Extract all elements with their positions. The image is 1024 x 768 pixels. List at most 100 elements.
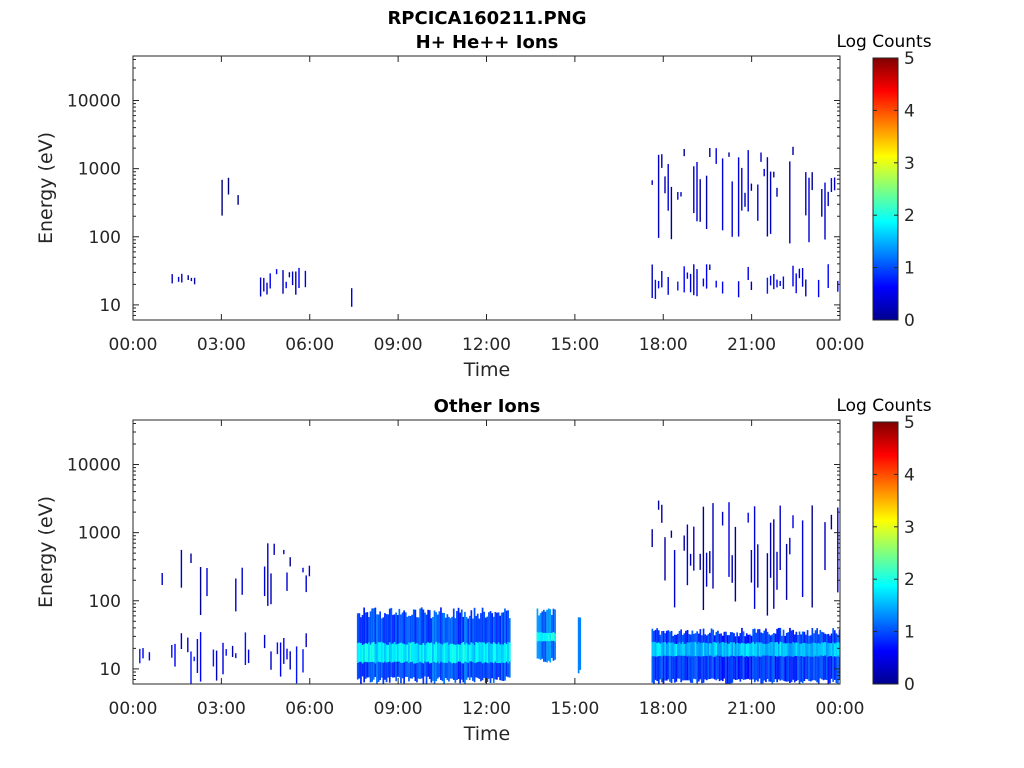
spectrogram-streak [483, 642, 485, 663]
spectrogram-streak [289, 651, 291, 670]
spectrogram-streak [697, 641, 700, 657]
spectrogram-streak [686, 524, 689, 586]
spectrogram-streak [295, 271, 297, 295]
spectrogram-streak [388, 642, 391, 662]
spectrogram-streak [259, 277, 262, 297]
spectrogram-streak [368, 642, 370, 663]
spectrogram-streak [680, 643, 682, 656]
spectrogram-streak [467, 644, 469, 663]
spectrogram-streak [726, 643, 729, 657]
spectrogram-streak [787, 632, 790, 682]
x-tick-label: 00:00 [109, 699, 158, 719]
spectrogram-streak [792, 146, 794, 155]
spectrogram-streak [295, 646, 298, 684]
spectrogram-streak [790, 643, 793, 657]
spectrogram-streak [713, 642, 716, 657]
spectrogram-streak [689, 642, 692, 657]
spectrogram-streak [725, 631, 727, 684]
spectrogram-streak [659, 634, 662, 680]
spectrogram-streak [377, 642, 380, 662]
spectrogram-streak [473, 645, 476, 664]
spectrogram-streak [491, 643, 493, 663]
spectrogram-streak [795, 631, 798, 681]
spectrogram-streak [263, 634, 266, 649]
spectrogram-streak [805, 634, 807, 679]
spectrogram-streak [657, 280, 660, 289]
spectrogram-streak [673, 550, 676, 608]
spectrogram-streak [829, 635, 831, 684]
spectrogram-streak [374, 607, 377, 677]
spectrogram-streak [776, 279, 778, 288]
spectrogram-streak [773, 171, 775, 178]
spectrogram-streak [657, 630, 660, 684]
spectrogram-streak [422, 642, 425, 664]
spectrogram-streak [755, 642, 758, 657]
spectrogram-streak [683, 633, 686, 681]
spectrogram-streak [464, 644, 466, 662]
spectrogram-streak [544, 632, 547, 642]
spectrogram-streak [830, 633, 833, 679]
spectrogram-streak [667, 642, 670, 656]
spectrogram-streak [417, 644, 420, 663]
spectrogram-streak [409, 642, 412, 662]
spectrogram-streak [552, 632, 555, 641]
spectrogram-streak [741, 167, 743, 211]
x-tick-label: 03:00 [197, 699, 246, 719]
spectrogram-streak [283, 638, 285, 664]
colorbar-tick-label: 0 [904, 311, 915, 331]
spectrogram-streak [235, 578, 237, 612]
spectrogram-streak [801, 268, 804, 287]
spectrogram-streak [411, 641, 413, 662]
spectrogram-streak [456, 644, 458, 663]
spectrogram-streak [180, 549, 183, 588]
spectrogram-streak [693, 264, 695, 296]
y-tick-label: 1000 [78, 524, 121, 544]
spectrogram-streak [837, 642, 839, 656]
spectrogram-streak [227, 177, 230, 195]
spectrogram-streak [302, 649, 304, 673]
spectrogram-streak [547, 632, 550, 642]
panel2-ticks: 00:00 03:00 06:00 09:00 12:00 15:00 18:00 21:00… [67, 420, 865, 719]
colorbar1-label: Log Counts [836, 32, 931, 52]
spectrogram-streak [390, 644, 393, 663]
spectrogram-streak [286, 648, 288, 660]
spectrogram-streak [750, 635, 753, 680]
spectrogram-streak [774, 633, 777, 680]
spectrogram-streak [507, 641, 509, 664]
colorbar-tick-label: 5 [904, 413, 915, 433]
spectrogram-streak [500, 644, 503, 663]
spectrogram-streak [403, 643, 405, 663]
spectrogram-streak [699, 642, 702, 657]
spectrogram-streak [689, 634, 692, 683]
spectrogram-streak [693, 526, 695, 571]
spectrogram-streak [363, 643, 365, 663]
spectrogram-streak [736, 642, 738, 656]
spectrogram-streak [360, 643, 362, 662]
panel1-ticks: 00:00 03:00 06:00 09:00 12:00 15:00 18:00 21:00… [67, 56, 865, 355]
spectrogram-streak [798, 268, 801, 279]
spectrogram-streak [691, 630, 694, 683]
spectrogram-streak [709, 632, 711, 679]
spectrogram-streak [651, 642, 654, 657]
spectrogram-streak [424, 645, 426, 662]
spectrogram-streak [452, 608, 455, 680]
spectrogram-streak [797, 642, 799, 657]
spectrogram-streak [408, 642, 410, 664]
spectrogram-streak [448, 644, 450, 662]
spectrogram-streak [667, 277, 669, 295]
spectrogram-streak [275, 269, 278, 275]
spectrogram-streak [661, 271, 663, 288]
spectrogram-streak [672, 642, 674, 657]
spectrogram-streak [489, 643, 492, 663]
spectrogram-streak [707, 634, 710, 680]
spectrogram-streak [398, 608, 401, 678]
spectrogram-streak [199, 632, 202, 682]
spectrogram-streak [822, 632, 825, 681]
spectrogram-streak [683, 266, 685, 293]
spectrogram-streak [305, 575, 307, 593]
spectrogram-streak [771, 642, 774, 656]
spectrogram-streak [656, 642, 658, 657]
spectrogram-streak [661, 154, 663, 168]
spectrogram-streak [395, 644, 397, 662]
spectrogram-streak [768, 634, 770, 682]
